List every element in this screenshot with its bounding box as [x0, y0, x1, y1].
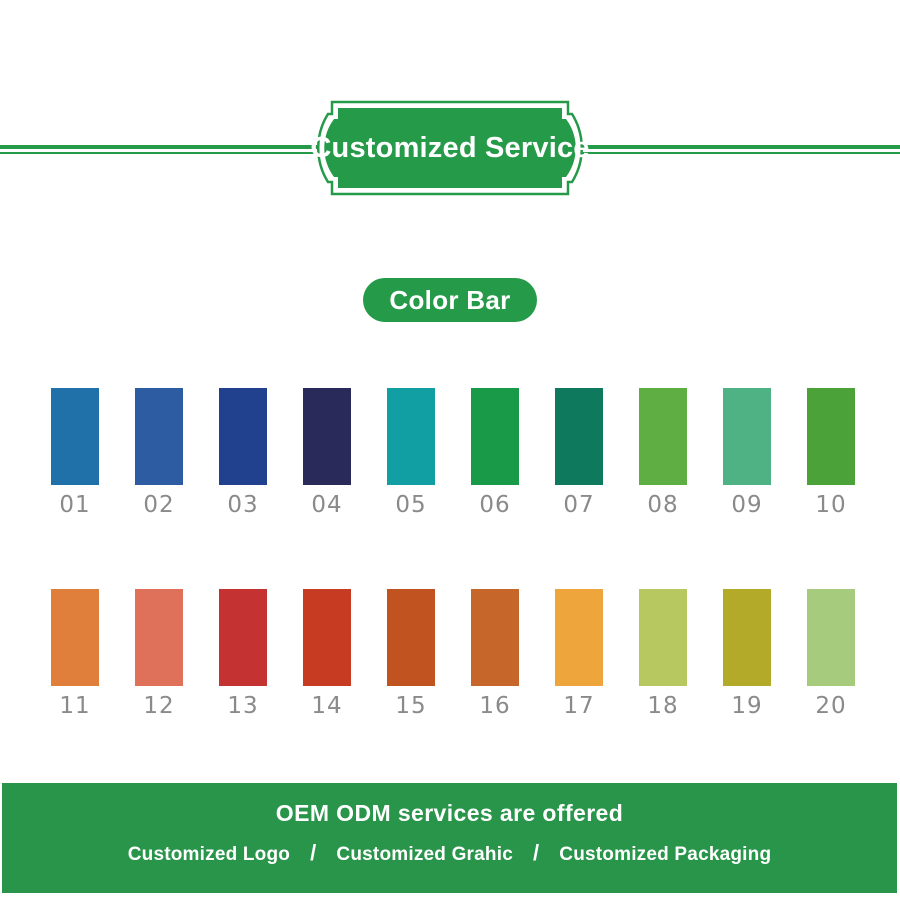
footer-service-logo: Customized Logo — [127, 844, 291, 865]
swatch-row-1: 01 02 03 04 05 06 07 08 09 10 — [51, 388, 855, 518]
color-swatch-cell: 20 — [807, 589, 855, 719]
swatch-number: 04 — [311, 492, 343, 518]
color-swatch-cell: 03 — [219, 388, 267, 518]
badge-title: Customized Service — [310, 131, 590, 164]
swatch-number: 18 — [647, 693, 679, 719]
color-swatch — [723, 388, 771, 485]
color-swatch-cell: 09 — [723, 388, 771, 518]
color-swatch-cell: 15 — [387, 589, 435, 719]
swatch-number: 19 — [731, 693, 763, 719]
swatch-number: 17 — [563, 693, 595, 719]
color-swatch — [303, 589, 351, 686]
color-swatch-cell: 04 — [303, 388, 351, 518]
color-swatch-cell: 11 — [51, 589, 99, 719]
color-swatch-cell: 13 — [219, 589, 267, 719]
color-swatch — [807, 388, 855, 485]
swatch-number: 07 — [563, 492, 595, 518]
color-swatch-cell: 18 — [639, 589, 687, 719]
swatch-number: 02 — [143, 492, 175, 518]
color-swatch — [639, 589, 687, 686]
color-swatch — [51, 589, 99, 686]
color-swatch-cell: 14 — [303, 589, 351, 719]
color-swatch — [219, 589, 267, 686]
color-swatch — [723, 589, 771, 686]
footer-separator: / — [310, 840, 317, 865]
color-swatch-cell: 02 — [135, 388, 183, 518]
color-swatch — [807, 589, 855, 686]
footer-services: Customized Logo / Customized Grahic / Cu… — [2, 840, 897, 866]
color-swatch-cell: 01 — [51, 388, 99, 518]
footer-service-graphic: Customized Grahic — [336, 844, 513, 865]
color-swatch — [387, 388, 435, 485]
color-swatch — [471, 388, 519, 485]
footer-band: OEM ODM services are offered Customized … — [2, 783, 897, 893]
color-swatch — [135, 589, 183, 686]
swatch-number: 08 — [647, 492, 679, 518]
color-swatch-cell: 10 — [807, 388, 855, 518]
swatch-number: 03 — [227, 492, 259, 518]
swatch-number: 16 — [479, 693, 511, 719]
footer-service-packaging: Customized Packaging — [559, 844, 772, 865]
color-swatch-cell: 16 — [471, 589, 519, 719]
swatch-number: 13 — [227, 693, 259, 719]
swatch-number: 05 — [395, 492, 427, 518]
color-swatch-cell: 06 — [471, 388, 519, 518]
swatch-number: 09 — [731, 492, 763, 518]
swatch-number: 12 — [143, 693, 175, 719]
swatch-number: 20 — [815, 693, 847, 719]
color-swatch — [555, 388, 603, 485]
header-badge: Customized Service — [310, 100, 590, 196]
color-swatch-cell: 12 — [135, 589, 183, 719]
color-swatch — [219, 388, 267, 485]
color-swatch-cell: 05 — [387, 388, 435, 518]
color-swatch — [51, 388, 99, 485]
footer-headline: OEM ODM services are offered — [275, 800, 624, 826]
color-swatch-cell: 17 — [555, 589, 603, 719]
swatch-number: 06 — [479, 492, 511, 518]
badge-fill-shape — [324, 108, 576, 188]
swatch-number: 14 — [311, 693, 343, 719]
swatch-number: 11 — [59, 693, 91, 719]
color-swatch-cell: 19 — [723, 589, 771, 719]
color-swatch — [135, 388, 183, 485]
swatch-number: 10 — [815, 492, 847, 518]
color-swatch-cell: 08 — [639, 388, 687, 518]
color-swatch — [555, 589, 603, 686]
color-swatch — [639, 388, 687, 485]
color-swatch-cell: 07 — [555, 388, 603, 518]
footer-separator: / — [532, 840, 540, 865]
swatch-number: 01 — [59, 492, 91, 518]
swatch-number: 15 — [395, 693, 427, 719]
color-swatch — [387, 589, 435, 686]
section-title-pill: Color Bar — [363, 278, 537, 322]
color-swatch — [303, 388, 351, 485]
color-swatch — [471, 589, 519, 686]
badge-plaque-graphic — [317, 100, 583, 196]
swatch-row-2: 11 12 13 14 15 16 17 18 19 20 — [51, 589, 855, 719]
